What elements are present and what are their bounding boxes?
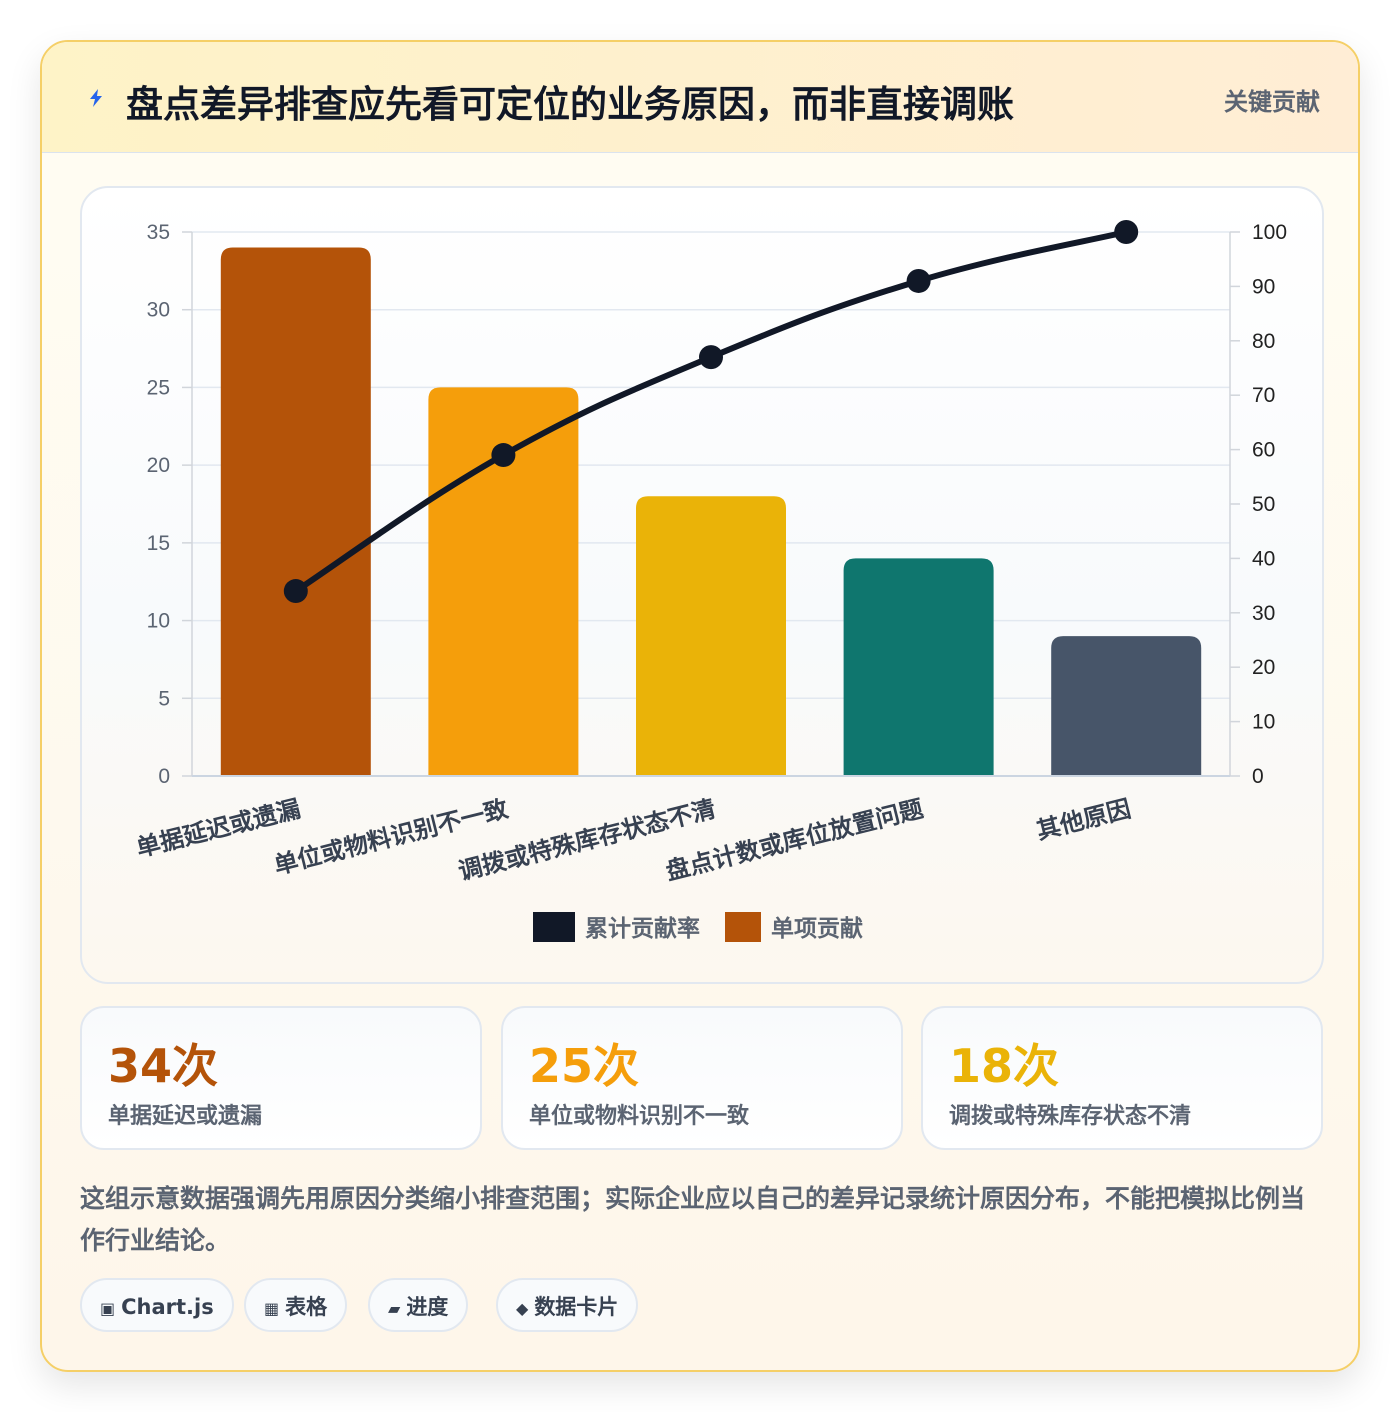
- header-tag: 关键贡献: [1224, 88, 1320, 116]
- y-tick-label-left: 10: [147, 610, 170, 633]
- pareto-chart: 051015202530350102030405060708090100单据延迟…: [133, 220, 1287, 942]
- stat-value: 34次: [108, 1039, 219, 1093]
- y-tick-label-right: 30: [1252, 602, 1275, 625]
- y-tick-label-right: 70: [1252, 384, 1275, 407]
- chart-icon: ▣: [100, 1299, 116, 1318]
- stat-label: 单据延迟或遗漏: [108, 1104, 263, 1129]
- y-tick-label-right: 50: [1252, 493, 1275, 516]
- chip-label: 进度: [406, 1295, 449, 1319]
- y-tick-label-right: 60: [1252, 439, 1275, 462]
- y-tick-label-left: 30: [147, 299, 170, 322]
- footnote: 这组示意数据强调先用原因分类缩小排查范围；实际企业应以自己的差异记录统计原因分布…: [80, 1184, 1306, 1255]
- table-icon: ▦: [264, 1299, 280, 1318]
- stat-label: 调拨或特殊库存状态不清: [949, 1104, 1192, 1129]
- lightning-icon: [90, 89, 102, 107]
- y-tick-label-right: 100: [1252, 221, 1287, 244]
- y-tick-label-left: 25: [147, 376, 170, 399]
- chip-label: Chart.js: [121, 1295, 214, 1319]
- chip-label: 表格: [285, 1295, 328, 1319]
- y-tick-label-left: 35: [147, 221, 170, 244]
- y-tick-label-left: 15: [147, 532, 170, 555]
- bar-2: [428, 387, 579, 776]
- progress-icon: ▰: [388, 1299, 401, 1318]
- legend-swatch-bar: [725, 912, 761, 942]
- cumulative-point-2: [491, 443, 516, 468]
- stat-value: 18次: [949, 1039, 1060, 1093]
- y-tick-label-right: 40: [1252, 547, 1275, 570]
- cumulative-point-4: [906, 268, 931, 293]
- y-tick-label-right: 10: [1252, 711, 1275, 734]
- chip-progress[interactable]: ▰ 进度: [368, 1278, 469, 1332]
- y-tick-label-right: 90: [1252, 275, 1275, 298]
- bar-3: [636, 496, 786, 776]
- stat-card-1: 34次 单据延迟或遗漏: [80, 1006, 482, 1150]
- cumulative-point-1: [283, 579, 308, 604]
- stat-card-2: 25次 单位或物料识别不一致: [501, 1006, 903, 1150]
- legend-swatch-line: [533, 912, 575, 942]
- chip-data-card[interactable]: ◆ 数据卡片: [496, 1278, 639, 1332]
- bar-5: [1051, 636, 1202, 776]
- page-title: 盘点差异排查应先看可定位的业务原因，而非直接调账: [126, 83, 1014, 126]
- y-tick-label-right: 0: [1252, 765, 1264, 788]
- y-tick-label-left: 20: [147, 454, 170, 477]
- bar-1: [220, 247, 371, 777]
- y-tick-label-right: 80: [1252, 330, 1275, 353]
- cumulative-point-5: [1114, 220, 1139, 244]
- y-tick-label-right: 20: [1252, 656, 1275, 679]
- chip-chartjs[interactable]: ▣ Chart.js: [80, 1278, 234, 1332]
- legend-label-cumulative: 累计贡献率: [585, 915, 700, 942]
- x-tick-label: 其他原因: [1034, 795, 1134, 845]
- stat-value: 25次: [529, 1039, 640, 1093]
- bar-4: [843, 558, 994, 776]
- legend-label-single: 单项贡献: [771, 916, 863, 942]
- content-card: 盘点差异排查应先看可定位的业务原因，而非直接调账 关键贡献 0 5 10 15 20 25…: [40, 40, 1360, 1372]
- cumulative-point-3: [699, 345, 723, 370]
- chart-panel: 0 5 10 15 20 25 30 35 0 10 20 30 40 50 60 70 80 90 100 单据延迟…: [80, 186, 1324, 984]
- y-tick-label-left: 5: [158, 687, 170, 710]
- y-tick-label-left: 0: [158, 765, 170, 788]
- stat-label: 单位或物料识别不一致: [529, 1104, 750, 1129]
- stat-card-3: 18次 调拨或特殊库存状态不清: [921, 1006, 1323, 1150]
- diamond-icon: ◆: [516, 1299, 529, 1318]
- chip-table[interactable]: ▦ 表格: [244, 1278, 348, 1332]
- chip-label: 数据卡片: [534, 1295, 619, 1319]
- card-header: 盘点差异排查应先看可定位的业务原因，而非直接调账 关键贡献: [42, 42, 1358, 153]
